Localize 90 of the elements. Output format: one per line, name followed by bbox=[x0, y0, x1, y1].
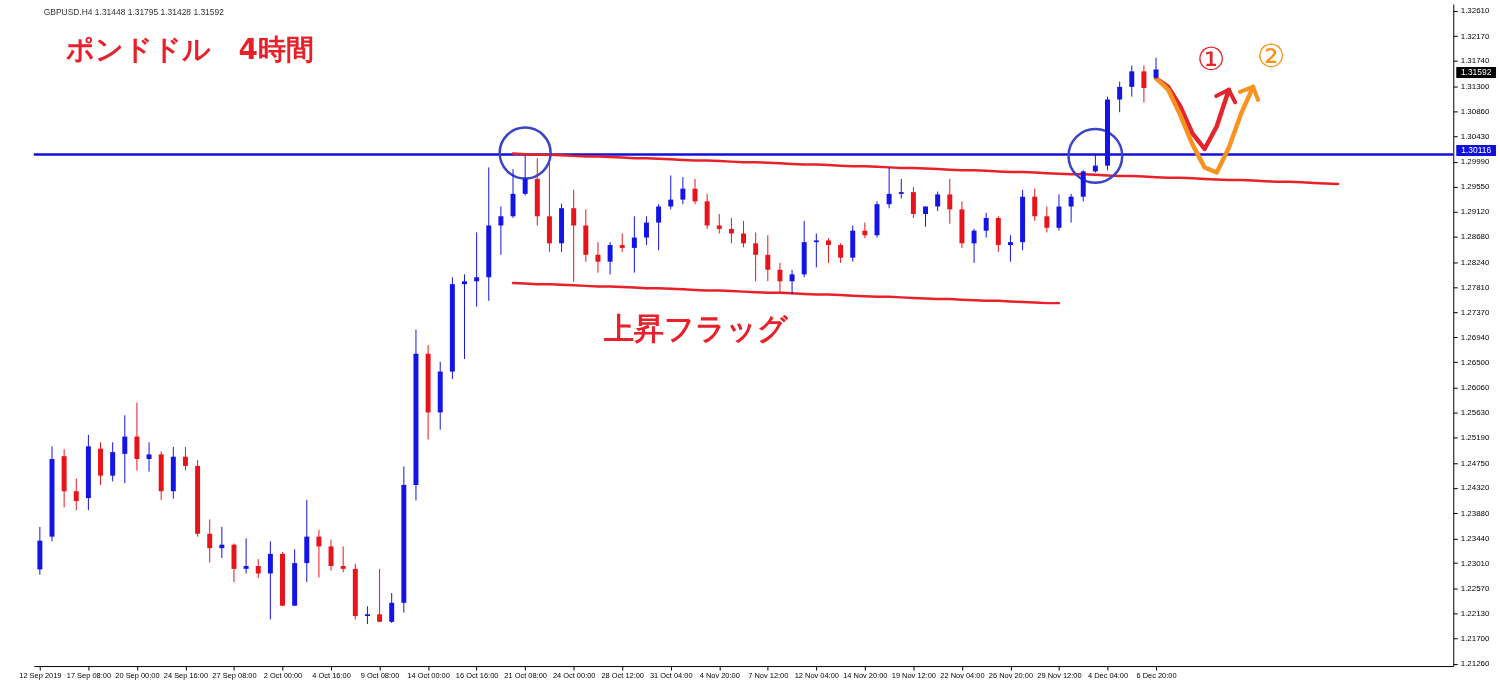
candlestick bbox=[619, 233, 625, 253]
candlestick bbox=[1068, 193, 1074, 224]
candlestick bbox=[813, 233, 819, 268]
candlestick bbox=[340, 545, 346, 573]
candlestick bbox=[1032, 188, 1038, 222]
y-tick-label: 1.30860 bbox=[1460, 107, 1491, 117]
candlestick bbox=[728, 217, 734, 244]
candlestick bbox=[316, 529, 322, 578]
annotation: GBPUSD.H4 1.31448 1.31795 1.31428 1.31592 bbox=[43, 6, 225, 17]
candlestick bbox=[789, 269, 795, 295]
y-tick-label: 1.31740 bbox=[1460, 56, 1491, 66]
candlestick bbox=[510, 168, 516, 219]
candlestick bbox=[631, 215, 637, 274]
candlestick bbox=[765, 234, 771, 282]
line-series bbox=[511, 152, 1340, 186]
candlestick bbox=[1056, 193, 1062, 232]
candlestick bbox=[474, 231, 480, 308]
y-tick-label: 1.26940 bbox=[1460, 332, 1491, 342]
candlestick bbox=[73, 478, 79, 511]
candlestick bbox=[571, 189, 577, 283]
candlestick bbox=[146, 441, 152, 473]
candlestick bbox=[207, 518, 213, 564]
candlestick bbox=[680, 176, 686, 205]
candlestick bbox=[753, 231, 759, 282]
candlestick bbox=[595, 241, 601, 274]
candlestick bbox=[255, 558, 261, 579]
y-tick-label: 1.23440 bbox=[1460, 533, 1491, 543]
y-tick-label: 1.24320 bbox=[1460, 483, 1491, 493]
candlestick bbox=[328, 539, 334, 572]
series-label: ② bbox=[1256, 36, 1286, 74]
candlestick bbox=[910, 186, 916, 219]
candlestick bbox=[656, 203, 662, 251]
candlestick bbox=[243, 537, 249, 574]
candlestick bbox=[267, 540, 273, 620]
candlestick bbox=[1141, 65, 1147, 103]
candlestick bbox=[983, 212, 989, 239]
text: 1.31592 bbox=[1460, 67, 1492, 78]
y-tick-label: 1.23010 bbox=[1460, 558, 1491, 568]
candlestick bbox=[741, 220, 747, 248]
candlestick bbox=[838, 242, 844, 264]
y-tick-label: 1.30430 bbox=[1460, 131, 1491, 141]
y-tick-label: 1.24750 bbox=[1460, 458, 1491, 468]
candlestick bbox=[644, 215, 649, 246]
candlestick bbox=[498, 206, 504, 256]
candlestick bbox=[716, 213, 722, 235]
line-series bbox=[511, 281, 1061, 305]
y-tick-label: 1.25190 bbox=[1460, 433, 1491, 443]
candlestick bbox=[777, 262, 783, 295]
candlestick bbox=[1153, 57, 1159, 80]
annotation: 上昇フラッグ bbox=[603, 310, 790, 346]
y-tick-label: 1.32610 bbox=[1460, 6, 1491, 16]
y-tick-label: 1.21700 bbox=[1460, 633, 1491, 643]
y-tick-label: 1.28680 bbox=[1460, 232, 1491, 242]
candlestick bbox=[462, 273, 467, 360]
candlestick bbox=[134, 402, 140, 471]
text: ポンドドル 4時間 bbox=[65, 32, 314, 66]
y-tick-label: 1.28240 bbox=[1460, 257, 1491, 267]
candlestick bbox=[825, 237, 831, 264]
candlestick bbox=[377, 568, 383, 623]
y-tick-label: 1.29120 bbox=[1460, 207, 1491, 217]
candlestick bbox=[947, 178, 953, 225]
candlestick bbox=[898, 178, 904, 199]
candlestick bbox=[935, 191, 941, 212]
y-tick-label: 1.29550 bbox=[1460, 182, 1491, 192]
ref-line-label: 1.30116 bbox=[1461, 145, 1492, 156]
candlestick bbox=[971, 228, 977, 264]
y-tick-label: 1.29990 bbox=[1460, 157, 1491, 167]
candlestick bbox=[886, 166, 892, 209]
candlestick bbox=[122, 414, 128, 484]
candlestick bbox=[1007, 234, 1013, 263]
y-tick-label: 1.27370 bbox=[1460, 307, 1491, 317]
series-label: ① bbox=[1196, 39, 1226, 77]
candlestick bbox=[182, 446, 188, 471]
y-tick-label: 1.26500 bbox=[1460, 357, 1491, 367]
candlestick bbox=[607, 241, 613, 275]
y-tick-label: 1.32170 bbox=[1460, 31, 1491, 41]
y-tick-label: 1.31300 bbox=[1460, 81, 1491, 91]
candlestick bbox=[110, 441, 116, 482]
y-tick-label: 1.22130 bbox=[1460, 609, 1491, 619]
y-tick-label: 1.25630 bbox=[1460, 407, 1491, 417]
y-tick-label: 1.26060 bbox=[1460, 383, 1491, 393]
y-tick-label: 1.23880 bbox=[1460, 508, 1491, 518]
candlestick bbox=[389, 592, 395, 624]
candlestick bbox=[1117, 81, 1123, 113]
y-tick-label: 1.27810 bbox=[1460, 282, 1491, 292]
y-tick-label: 1.21260 bbox=[1460, 659, 1491, 669]
candlestick bbox=[1044, 206, 1050, 233]
candlestick bbox=[1129, 65, 1135, 98]
candlestick bbox=[923, 206, 929, 228]
y-tick-label: 1.22570 bbox=[1460, 583, 1491, 593]
